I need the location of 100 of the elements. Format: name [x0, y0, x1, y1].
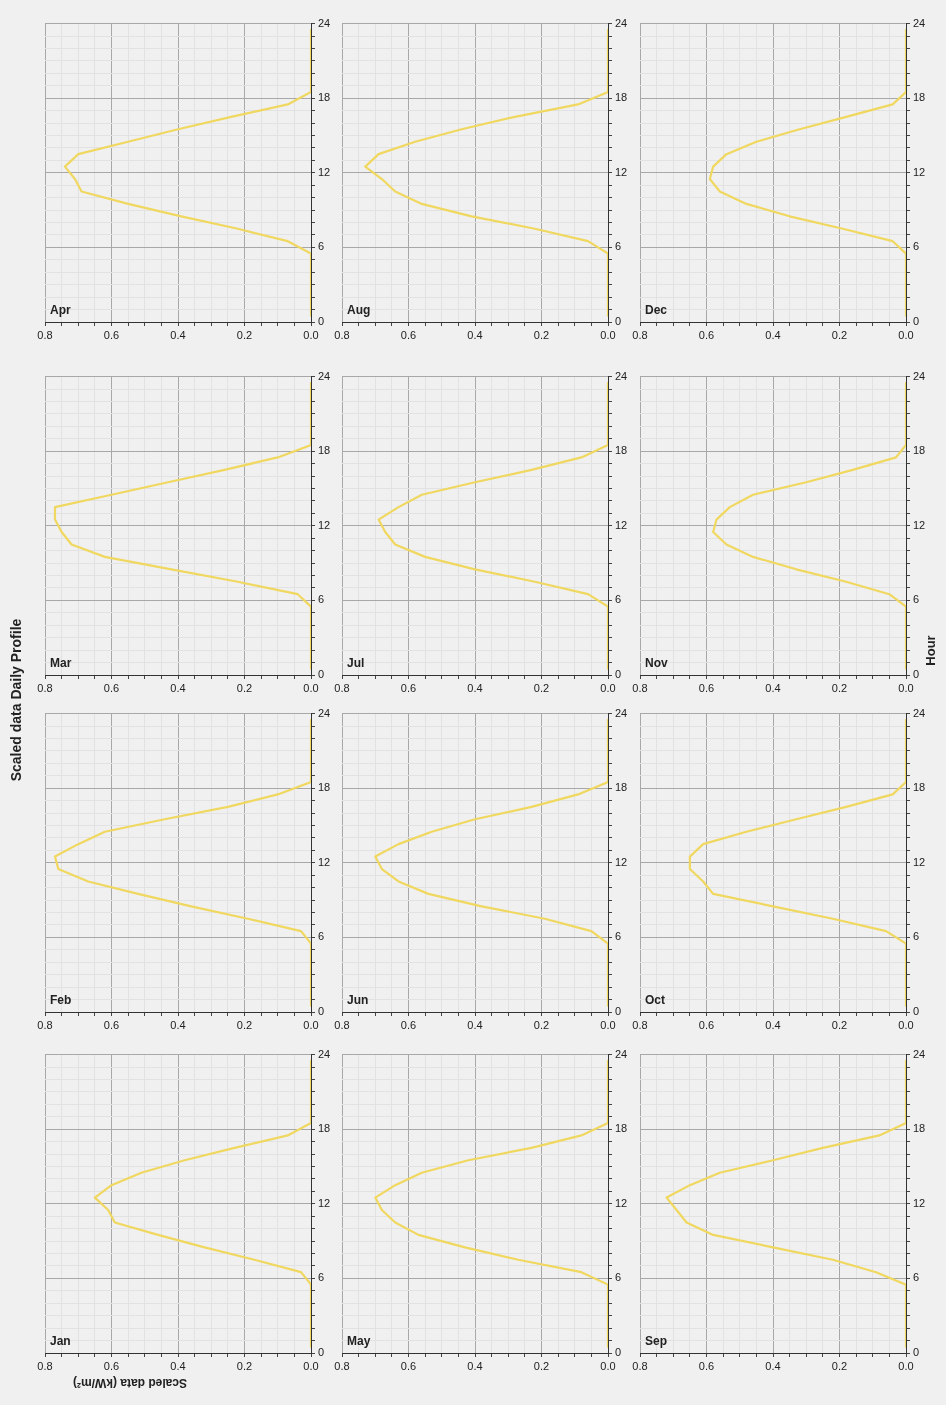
x-tick-label: 0.0	[600, 681, 616, 694]
x-tick-label: 0.6	[400, 1018, 417, 1031]
y-tick-label: 6	[615, 593, 622, 606]
y-tick-label: 0	[913, 1005, 920, 1018]
x-tick-label: 0.2	[236, 681, 253, 694]
x-tick-label: 0.0	[600, 1018, 616, 1031]
x-tick-label: 0.6	[103, 681, 120, 694]
x-tick-label: 0.4	[467, 1359, 483, 1372]
text: Feb	[50, 993, 72, 1008]
x-tick-label: 0.4	[170, 1018, 186, 1031]
x-tick-label: 0.8	[334, 1359, 350, 1372]
y-tick-label: 24	[913, 16, 926, 29]
x-tick-label: 0.0	[303, 681, 319, 694]
x-tick-label: 0.8	[632, 1018, 648, 1031]
text: Oct	[645, 993, 666, 1008]
text: Aug	[347, 303, 371, 318]
y-tick-label: 18	[615, 444, 628, 457]
x-tick-label: 0.8	[37, 1359, 53, 1372]
x-tick-label: 0.0	[898, 328, 914, 341]
x-tick-label: 0.0	[898, 681, 914, 694]
x-tick-label: 0.4	[467, 1018, 483, 1031]
y-tick-label: 6	[913, 1271, 920, 1284]
x-tick-label: 0.8	[632, 681, 648, 694]
x-tick-label: 0.0	[303, 1359, 319, 1372]
y-tick-label: 18	[615, 91, 628, 104]
x-tick-label: 0.2	[236, 328, 253, 341]
text: Mar	[50, 656, 72, 671]
text: Jun	[347, 993, 369, 1008]
y-tick-label: 6	[318, 593, 325, 606]
x-tick-label: 0.6	[698, 328, 715, 341]
y-tick-label: 24	[318, 16, 331, 29]
y-tick-label: 18	[318, 91, 331, 104]
x-tick-label: 0.4	[765, 328, 781, 341]
y-tick-label: 0	[318, 1005, 325, 1018]
y-tick-label: 12	[615, 165, 628, 178]
text: Scaled data Daily Profile	[8, 617, 24, 784]
x-tick-label: 0.6	[103, 328, 120, 341]
y-tick-label: 0	[615, 1005, 622, 1018]
x-axis-title: Scaled data (kW/m²)	[72, 1376, 188, 1390]
x-tick-label: 0.4	[765, 1359, 781, 1372]
text: Sep	[645, 1334, 668, 1349]
x-tick-label: 0.4	[467, 328, 483, 341]
x-tick-label: 0.6	[103, 1359, 120, 1372]
y-tick-label: 0	[615, 315, 622, 328]
x-tick-label: 0.8	[334, 681, 350, 694]
y-tick-label: 12	[615, 518, 628, 531]
y-tick-label: 24	[318, 369, 331, 382]
y-tick-label: 0	[615, 1346, 622, 1359]
x-tick-label: 0.6	[698, 1018, 715, 1031]
y-tick-label: 24	[913, 706, 926, 719]
y-tick-label: 18	[913, 91, 926, 104]
y-tick-label: 12	[318, 855, 331, 868]
text: May	[347, 1334, 371, 1349]
x-tick-label: 0.8	[37, 328, 53, 341]
y-tick-label: 18	[913, 444, 926, 457]
x-tick-label: 0.2	[533, 328, 550, 341]
x-tick-label: 0.4	[170, 328, 186, 341]
y-tick-label: 24	[318, 706, 331, 719]
x-tick-label: 0.4	[467, 681, 483, 694]
x-tick-label: 0.4	[170, 681, 186, 694]
y-tick-label: 24	[318, 1047, 331, 1060]
y-tick-label: 18	[318, 444, 331, 457]
y-tick-label: 0	[913, 1346, 920, 1359]
y-tick-label: 24	[615, 1047, 628, 1060]
x-tick-label: 0.0	[303, 328, 319, 341]
x-tick-label: 0.0	[303, 1018, 319, 1031]
x-tick-label: 0.0	[898, 1359, 914, 1372]
y-tick-label: 24	[913, 1047, 926, 1060]
x-tick-label: 0.2	[236, 1018, 253, 1031]
text: Jul	[347, 656, 365, 671]
y-tick-label: 18	[615, 1122, 628, 1135]
x-tick-label: 0.6	[400, 328, 417, 341]
x-tick-label: 0.8	[37, 681, 53, 694]
x-tick-label: 0.4	[765, 681, 781, 694]
x-tick-label: 0.2	[831, 328, 848, 341]
x-tick-label: 0.2	[533, 1018, 550, 1031]
x-tick-label: 0.2	[831, 1359, 848, 1372]
x-tick-label: 0.4	[765, 1018, 781, 1031]
y-tick-label: 12	[318, 165, 331, 178]
y-axis-title: Hour	[922, 634, 938, 668]
y-tick-label: 24	[615, 706, 628, 719]
x-tick-label: 0.2	[236, 1359, 253, 1372]
x-tick-label: 0.0	[600, 1359, 616, 1372]
x-tick-label: 0.4	[170, 1359, 186, 1372]
text: Nov	[645, 656, 668, 671]
y-tick-label: 12	[913, 855, 926, 868]
y-tick-label: 6	[615, 930, 622, 943]
y-tick-label: 24	[615, 16, 628, 29]
x-tick-label: 0.6	[400, 681, 417, 694]
x-tick-label: 0.2	[533, 681, 550, 694]
y-tick-label: 12	[913, 518, 926, 531]
y-tick-label: 0	[913, 668, 920, 681]
x-tick-label: 0.8	[632, 328, 648, 341]
y-tick-label: 6	[615, 240, 622, 253]
x-tick-label: 0.8	[632, 1359, 648, 1372]
x-tick-label: 0.6	[698, 1359, 715, 1372]
x-tick-label: 0.8	[37, 1018, 53, 1031]
x-tick-label: 0.2	[831, 681, 848, 694]
x-tick-label: 0.8	[334, 1018, 350, 1031]
y-tick-label: 12	[318, 518, 331, 531]
